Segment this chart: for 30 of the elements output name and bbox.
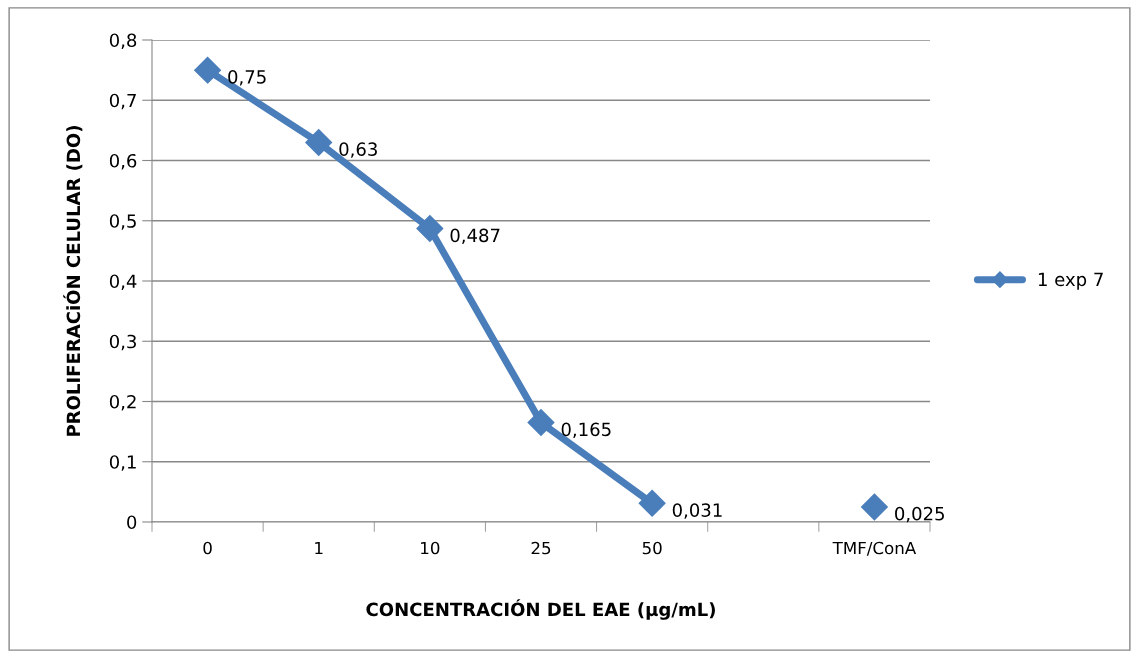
point (860, 493, 888, 521)
data-label: 0,487 (450, 228, 500, 244)
y-tick-label: 0,3 (109, 334, 136, 351)
point (194, 56, 222, 84)
y-tick-label: 0,7 (109, 93, 136, 110)
legend-label: 1 exp 7 (1038, 272, 1103, 290)
x-axis-title: CONCENTRACIÓN DEL EAE (µg/mL) (366, 599, 715, 620)
point (638, 489, 666, 517)
point (416, 215, 444, 243)
y-tick-label: 0,5 (109, 214, 136, 230)
x-tick-label: 50 (642, 541, 662, 555)
y-tick-label: 0 (127, 515, 137, 530)
y-tick-label: 0,6 (109, 153, 137, 170)
point (527, 409, 555, 437)
data-label: 0,63 (339, 142, 377, 158)
data-label: 0,025 (895, 506, 944, 523)
data-label: 0,75 (228, 70, 266, 86)
x-tick-label: 10 (421, 541, 440, 555)
point (305, 128, 333, 156)
y-tick-label: 0,1 (109, 455, 136, 471)
y-tick-label: 0,8 (109, 33, 137, 49)
data-label: 0,165 (561, 422, 611, 438)
x-tick-label: TMF/ConA (832, 541, 917, 556)
x-tick-label: 0 (203, 541, 212, 555)
y-tick-label: 0,4 (109, 274, 137, 290)
x-tick-label: 25 (531, 541, 551, 555)
x-tick-label: 1 (315, 541, 323, 555)
y-tick-label: 0,2 (109, 394, 136, 411)
data-label: 0,031 (672, 503, 722, 519)
y-axis-title: PROLIFERACiÓN CELULAR (DO) (63, 126, 83, 436)
